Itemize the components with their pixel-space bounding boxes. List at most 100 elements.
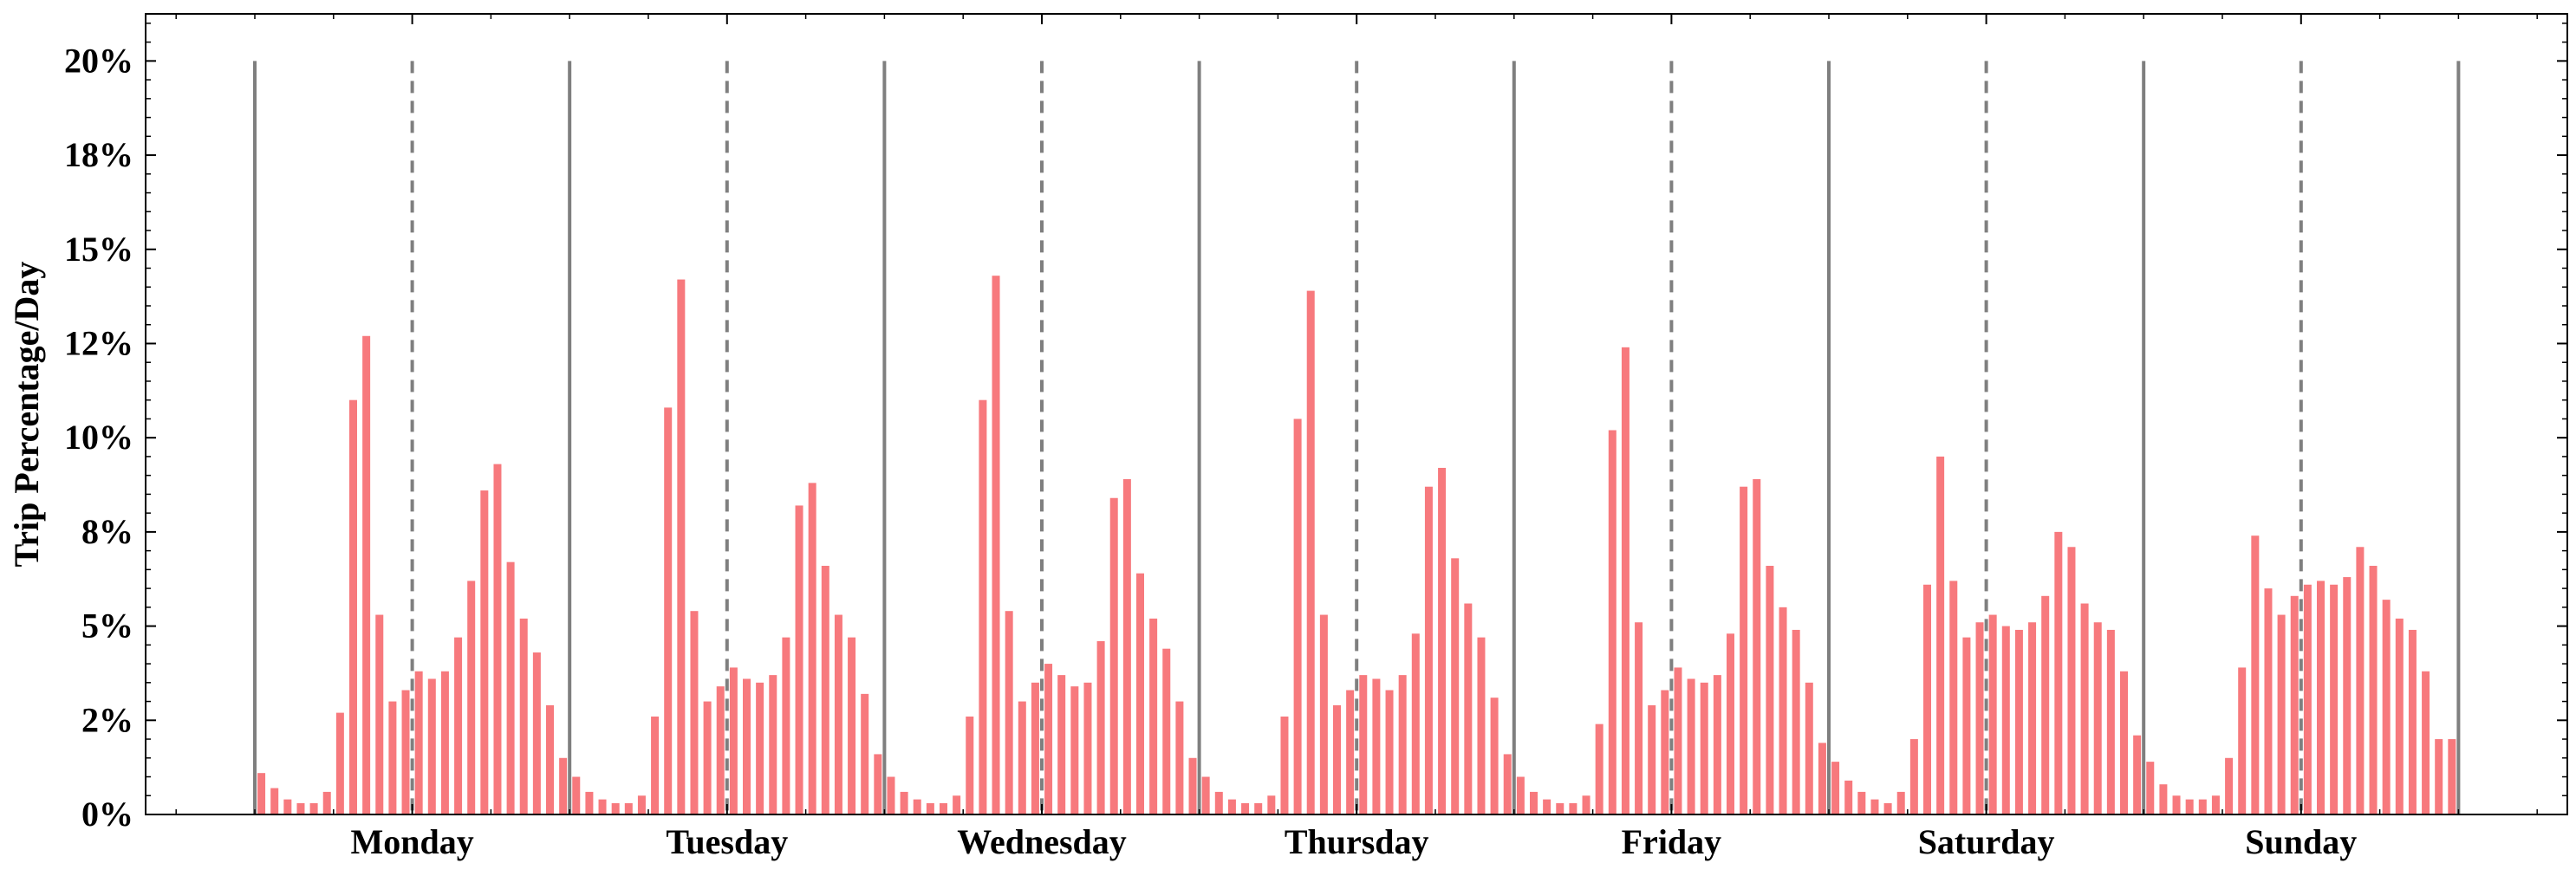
bar-sunday-h21 (2422, 671, 2430, 814)
bar-friday-h16 (1727, 633, 1734, 814)
bar-wednesday-h10 (1018, 701, 1026, 814)
bar-friday-h5 (1582, 795, 1590, 814)
bar-tuesday-h18 (808, 483, 816, 814)
bar-sunday-h15 (2343, 577, 2352, 814)
bar-tuesday-h22 (861, 693, 869, 814)
x-tick-label-sunday: Sunday (2245, 822, 2357, 861)
bar-thursday-h19 (1451, 558, 1460, 814)
bar-sunday-h0 (2146, 762, 2155, 814)
bar-tuesday-h12 (729, 667, 738, 814)
bar-wednesday-h2 (913, 799, 921, 814)
y-tick-label: 15% (64, 230, 133, 269)
bar-sunday-h6 (2225, 757, 2234, 814)
bar-thursday-h22 (1490, 698, 1499, 814)
x-tick-label-friday: Friday (1622, 822, 1722, 861)
bar-sunday-h7 (2238, 667, 2247, 814)
x-tick-label-tuesday: Tuesday (666, 822, 788, 861)
bar-friday-h19 (1766, 566, 1774, 814)
bar-sunday-h17 (2369, 566, 2378, 814)
bar-tuesday-h13 (743, 678, 751, 814)
bar-monday-h14 (440, 671, 449, 814)
bar-friday-h15 (1713, 675, 1721, 814)
bar-saturday-h12 (1988, 614, 1997, 814)
bar-friday-h18 (1753, 479, 1761, 814)
bar-wednesday-h8 (992, 276, 1000, 814)
bar-sunday-h5 (2211, 795, 2220, 814)
bar-monday-h16 (467, 581, 476, 814)
bar-sunday-h9 (2264, 588, 2273, 814)
bar-thursday-h7 (1293, 419, 1302, 814)
day-dividers (253, 61, 2461, 814)
bar-thursday-h5 (1267, 795, 1276, 814)
bar-monday-h20 (519, 618, 528, 814)
bar-monday-h23 (559, 757, 568, 814)
bar-sunday-h22 (2435, 739, 2443, 814)
bar-sunday-h11 (2290, 595, 2299, 814)
bar-tuesday-h19 (821, 566, 829, 814)
bar-thursday-h15 (1398, 675, 1407, 814)
bar-tuesday-h10 (703, 701, 712, 814)
bar-thursday-h6 (1280, 716, 1289, 814)
bar-wednesday-h0 (887, 776, 895, 814)
bar-saturday-h5 (1896, 791, 1905, 814)
bar-sunday-h8 (2251, 535, 2260, 814)
bar-thursday-h16 (1411, 633, 1420, 814)
bar-tuesday-h21 (848, 637, 856, 814)
bar-friday-h6 (1595, 724, 1603, 814)
bar-sunday-h12 (2303, 584, 2312, 814)
bar-monday-h13 (427, 678, 436, 814)
bar-saturday-h19 (2080, 603, 2089, 814)
bar-friday-h0 (1516, 776, 1525, 814)
bar-sunday-h3 (2185, 799, 2194, 814)
y-tick-label: 18% (64, 135, 133, 174)
bar-wednesday-h4 (940, 802, 947, 814)
y-tick-label: 20% (64, 41, 133, 80)
x-tick-label-saturday: Saturday (1918, 822, 2055, 861)
bar-saturday-h18 (2067, 547, 2076, 814)
bar-wednesday-h14 (1070, 686, 1079, 814)
bar-sunday-h13 (2317, 581, 2325, 814)
bar-monday-h11 (401, 690, 410, 814)
bar-sunday-h14 (2330, 584, 2339, 814)
x-tick-labels: Monday Tuesday Wednesday Thursday Friday Satu… (350, 822, 2357, 861)
bar-tuesday-h5 (637, 795, 646, 814)
bars-layer (257, 276, 2456, 815)
bar-thursday-h12 (1359, 675, 1368, 814)
bar-wednesday-h12 (1044, 664, 1053, 814)
bar-wednesday-h9 (1005, 611, 1013, 814)
bar-thursday-h18 (1438, 467, 1447, 814)
bar-monday-h22 (546, 704, 554, 814)
bar-saturday-h14 (2014, 629, 2023, 814)
axis-ticks (146, 14, 2567, 815)
bar-sunday-h23 (2448, 739, 2456, 814)
bar-thursday-h0 (1201, 776, 1210, 814)
bar-friday-h4 (1569, 802, 1577, 814)
bar-thursday-h8 (1306, 290, 1315, 815)
bar-tuesday-h2 (598, 799, 607, 814)
bar-thursday-h1 (1214, 791, 1223, 814)
bar-wednesday-h23 (1188, 757, 1197, 814)
bar-thursday-h4 (1254, 802, 1263, 814)
bar-tuesday-h16 (782, 637, 790, 814)
bar-wednesday-h17 (1109, 497, 1118, 814)
bar-thursday-h14 (1385, 690, 1394, 814)
bar-thursday-h3 (1241, 802, 1250, 814)
bar-saturday-h16 (2041, 595, 2050, 814)
bar-friday-h8 (1621, 347, 1630, 814)
bar-wednesday-h13 (1057, 675, 1066, 814)
bar-friday-h14 (1700, 682, 1708, 814)
bar-wednesday-h22 (1175, 701, 1184, 814)
bar-tuesday-h14 (756, 682, 764, 814)
bar-saturday-h0 (1831, 762, 1840, 814)
bar-wednesday-h21 (1162, 648, 1171, 814)
y-tick-label: 12% (64, 323, 133, 362)
y-tick-labels: 0% 2% 5% 8% 10% 12% 15% 18% 20% (64, 41, 133, 834)
bar-saturday-h10 (1962, 637, 1971, 814)
bar-saturday-h4 (1883, 802, 1892, 814)
bar-saturday-h2 (1857, 791, 1866, 814)
bar-tuesday-h3 (611, 802, 620, 814)
bar-friday-h3 (1556, 802, 1564, 814)
bar-saturday-h17 (2054, 531, 2063, 814)
bar-wednesday-h16 (1096, 640, 1105, 814)
